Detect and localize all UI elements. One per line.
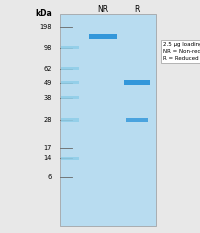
Text: 62: 62 [44,66,52,72]
Text: NR: NR [97,5,109,14]
Text: 28: 28 [44,117,52,123]
Text: 2.5 µg loading
NR = Non-reduced
R = Reduced: 2.5 µg loading NR = Non-reduced R = Redu… [163,42,200,61]
FancyBboxPatch shape [124,80,150,85]
FancyBboxPatch shape [61,157,79,160]
Text: 49: 49 [44,80,52,86]
Text: kDa: kDa [35,10,52,18]
FancyBboxPatch shape [61,118,79,122]
FancyBboxPatch shape [61,67,79,70]
Text: 14: 14 [44,155,52,161]
FancyBboxPatch shape [126,118,148,122]
Text: R: R [134,5,140,14]
Text: 98: 98 [44,45,52,51]
Text: 17: 17 [44,145,52,151]
Text: 38: 38 [44,95,52,101]
FancyBboxPatch shape [61,46,79,49]
Text: 6: 6 [48,174,52,180]
Text: 198: 198 [40,24,52,30]
FancyBboxPatch shape [60,14,156,226]
FancyBboxPatch shape [89,34,117,39]
FancyBboxPatch shape [61,81,79,84]
FancyBboxPatch shape [61,96,79,99]
